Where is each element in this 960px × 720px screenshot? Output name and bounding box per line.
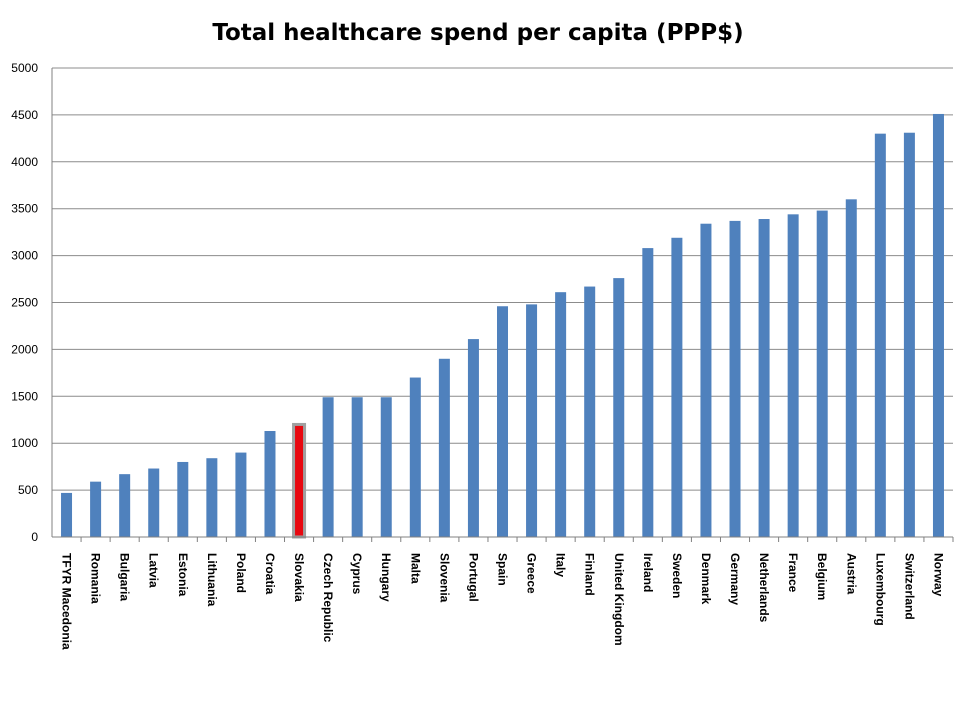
y-tick-label: 0 <box>31 530 38 544</box>
x-tick-label: TFYR Macedonia <box>60 553 74 650</box>
bar <box>671 237 683 537</box>
x-tick-label: Netherlands <box>757 553 771 623</box>
x-tick-label: Cyprus <box>350 553 364 595</box>
bar <box>148 468 160 537</box>
x-tick-label: Spain <box>496 553 510 586</box>
chart-title: Total healthcare spend per capita (PPP$) <box>212 20 743 46</box>
x-tick-label: Poland <box>234 553 248 593</box>
x-tick-label: Czech Republic <box>321 553 335 643</box>
y-tick-label: 3500 <box>11 202 38 216</box>
x-tick-label: Denmark <box>699 553 713 605</box>
bar <box>729 220 741 538</box>
x-tick-label: Switzerland <box>902 553 916 620</box>
bar <box>119 474 131 537</box>
bar <box>497 306 508 537</box>
y-tick-label: 5000 <box>11 61 38 75</box>
x-tick-label: Hungary <box>379 553 393 602</box>
x-tick-label: Italy <box>554 553 568 577</box>
bar <box>845 199 857 537</box>
x-tick-label: Norway <box>931 553 945 597</box>
x-tick-label: Finland <box>583 553 597 596</box>
x-tick-label: Greece <box>525 553 539 594</box>
bar <box>467 339 479 537</box>
bar <box>438 358 450 537</box>
x-tick-label: Bulgaria <box>118 553 132 601</box>
bar <box>555 292 567 537</box>
x-tick-label: Croatia <box>263 553 277 595</box>
x-tick-label: Germany <box>728 553 742 605</box>
bar <box>526 304 538 537</box>
bar <box>206 458 218 537</box>
bar <box>177 461 189 537</box>
bar <box>758 219 770 537</box>
x-axis-ticks: TFYR Macedonia Romania Bulgaria Latvia Eston… <box>60 537 954 650</box>
bar <box>816 210 828 538</box>
x-tick-label: United Kingdom <box>612 553 626 646</box>
y-tick-label: 4000 <box>11 155 38 169</box>
x-tick-label: Romania <box>89 553 103 604</box>
bar <box>351 397 363 537</box>
bar <box>932 113 944 537</box>
x-tick-label: Austria <box>844 553 858 595</box>
bar <box>700 223 712 537</box>
x-tick-label: Malta <box>408 553 422 584</box>
bar <box>584 286 596 537</box>
gridlines <box>52 67 953 491</box>
x-tick-label: Lithuania <box>205 553 219 607</box>
bar <box>787 214 799 537</box>
y-tick-label: 1000 <box>11 436 38 450</box>
x-tick-label: Ireland <box>641 553 655 592</box>
bar-highlighted <box>292 422 307 539</box>
bar <box>90 481 102 537</box>
y-tick-label: 2500 <box>11 296 38 310</box>
bar <box>380 397 392 537</box>
bar <box>409 377 421 537</box>
x-tick-label: Luxembourg <box>873 553 887 626</box>
x-tick-label: France <box>786 553 800 593</box>
bar <box>642 248 654 537</box>
bar <box>61 492 73 537</box>
bar <box>874 133 886 537</box>
y-tick-label: 4500 <box>11 108 38 122</box>
x-tick-label: Estonia <box>176 553 190 597</box>
y-tick-label: 1500 <box>11 389 38 403</box>
bar <box>235 452 247 537</box>
x-tick-label: Slovakia <box>292 553 306 602</box>
y-axis-ticks: 0 500 1000 1500 2000 2500 3000 3500 4000 4500 5000 <box>11 61 38 544</box>
x-tick-label: Sweden <box>670 553 684 598</box>
bar <box>613 278 625 537</box>
bar <box>264 431 276 537</box>
x-tick-label: Portugal <box>466 553 480 602</box>
bar <box>903 132 915 538</box>
x-tick-label: Belgium <box>815 553 829 600</box>
y-tick-label: 3000 <box>11 249 38 263</box>
x-tick-label: Slovenia <box>437 553 451 603</box>
bars <box>61 113 944 539</box>
x-tick-label: Latvia <box>147 553 161 588</box>
y-tick-label: 2000 <box>11 342 38 356</box>
y-tick-label: 500 <box>18 483 38 497</box>
bar <box>322 397 334 537</box>
